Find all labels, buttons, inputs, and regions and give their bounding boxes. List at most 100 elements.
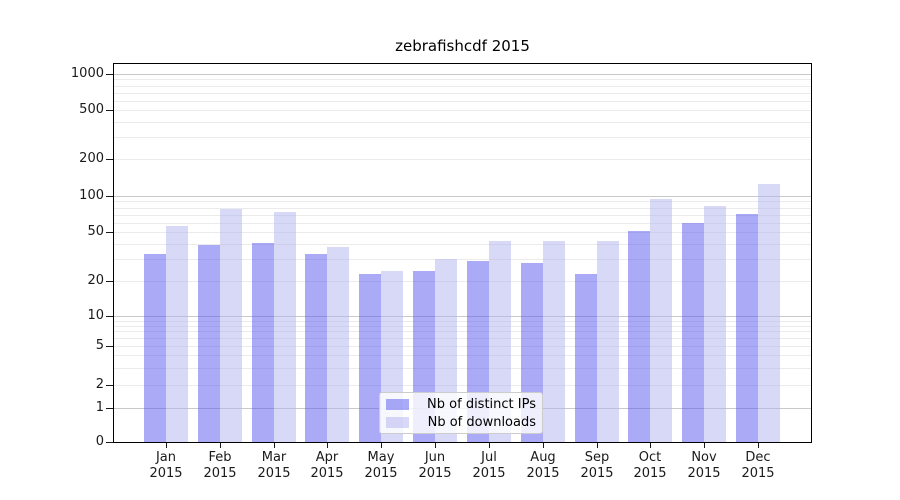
minor-gridline — [114, 281, 811, 282]
minor-gridline — [114, 93, 811, 94]
y-tick-mark — [106, 442, 113, 443]
legend-swatch-downloads-icon — [386, 416, 409, 428]
minor-gridline — [114, 86, 811, 87]
bar-downloads-aug — [543, 241, 565, 442]
x-tick-label: Feb 2015 — [203, 450, 237, 481]
y-tick-mark — [106, 346, 113, 347]
x-tick-label: Nov 2015 — [687, 450, 721, 481]
y-tick-mark — [106, 196, 113, 197]
x-tick-mark — [381, 443, 382, 448]
bar-distinct-ips-apr — [305, 254, 327, 442]
bar-downloads-feb — [220, 209, 242, 442]
minor-gridline — [114, 338, 811, 339]
x-tick-mark — [489, 443, 490, 448]
bar-downloads-jan — [166, 226, 188, 442]
x-tick-label: Sep 2015 — [580, 450, 614, 481]
minor-gridline — [114, 110, 811, 111]
y-tick-mark — [106, 385, 113, 386]
y-tick-label: 5 — [95, 338, 104, 353]
minor-gridline — [114, 368, 811, 369]
bar-distinct-ips-nov — [682, 223, 704, 442]
minor-gridline — [114, 321, 811, 322]
minor-gridline — [114, 208, 811, 209]
y-tick-label: 20 — [87, 273, 104, 288]
minor-gridline — [114, 122, 811, 123]
x-tick-mark — [543, 443, 544, 448]
legend-entry-downloads: Nb of downloads — [386, 413, 536, 431]
legend-label-distinct-ips: Nb of distinct IPs — [427, 396, 536, 412]
y-tick-label: 2 — [95, 377, 104, 392]
minor-gridline — [114, 259, 811, 260]
legend-entry-distinct-ips: Nb of distinct IPs — [386, 395, 536, 413]
bar-downloads-nov — [704, 206, 726, 442]
major-gridline — [114, 196, 811, 197]
x-tick-mark — [274, 443, 275, 448]
legend-label-downloads: Nb of downloads — [427, 414, 536, 430]
minor-gridline — [114, 355, 811, 356]
y-tick-label: 200 — [79, 151, 104, 166]
legend-swatch-distinct-ips-icon — [386, 398, 409, 410]
legend: Nb of distinct IPs Nb of downloads — [379, 392, 543, 434]
x-tick-mark — [650, 443, 651, 448]
y-tick-label: 1 — [95, 400, 104, 415]
y-tick-mark — [106, 74, 113, 75]
x-tick-label: Apr 2015 — [310, 450, 344, 481]
y-tick-mark — [106, 232, 113, 233]
minor-gridline — [114, 223, 811, 224]
y-tick-mark — [106, 159, 113, 160]
bar-downloads-apr — [327, 247, 349, 442]
minor-gridline — [114, 201, 811, 202]
bar-downloads-jul — [489, 241, 511, 442]
x-tick-mark — [220, 443, 221, 448]
minor-gridline — [114, 137, 811, 138]
y-tick-label: 1000 — [70, 66, 104, 81]
chart-title: zebrafishcdf 2015 — [395, 37, 530, 55]
bar-downloads-sep — [597, 241, 619, 442]
x-tick-mark — [435, 443, 436, 448]
minor-gridline — [114, 215, 811, 216]
x-tick-label: Mar 2015 — [257, 450, 291, 481]
bar-downloads-oct — [650, 199, 672, 442]
bar-distinct-ips-jan — [144, 254, 166, 442]
bar-downloads-dec — [758, 184, 780, 442]
y-tick-label: 10 — [87, 308, 104, 323]
bar-distinct-ips-oct — [628, 231, 650, 442]
x-tick-label: May 2015 — [364, 450, 398, 481]
bar-distinct-ips-sep — [575, 274, 597, 442]
minor-gridline — [114, 346, 811, 347]
minor-gridline — [114, 331, 811, 332]
x-tick-label: Aug 2015 — [526, 450, 560, 481]
y-tick-mark — [106, 110, 113, 111]
x-tick-label: Oct 2015 — [633, 450, 667, 481]
x-tick-mark — [597, 443, 598, 448]
minor-gridline — [114, 326, 811, 327]
minor-gridline — [114, 101, 811, 102]
y-tick-mark — [106, 281, 113, 282]
minor-gridline — [114, 244, 811, 245]
x-tick-label: Jul 2015 — [472, 450, 506, 481]
y-tick-mark — [106, 316, 113, 317]
minor-gridline — [114, 385, 811, 386]
x-tick-mark — [758, 443, 759, 448]
minor-gridline — [114, 159, 811, 160]
bar-distinct-ips-feb — [198, 245, 220, 442]
minor-gridline — [114, 232, 811, 233]
major-gridline — [114, 74, 811, 75]
x-tick-label: Jun 2015 — [418, 450, 452, 481]
x-tick-mark — [704, 443, 705, 448]
x-tick-label: Jan 2015 — [149, 450, 183, 481]
bar-downloads-mar — [274, 212, 296, 442]
y-tick-label: 0 — [95, 434, 104, 449]
minor-gridline — [114, 79, 811, 80]
bar-distinct-ips-may — [359, 274, 381, 442]
y-tick-label: 50 — [87, 224, 104, 239]
y-tick-label: 100 — [79, 188, 104, 203]
x-tick-mark — [166, 443, 167, 448]
bar-distinct-ips-dec — [736, 214, 758, 442]
x-tick-label: Dec 2015 — [741, 450, 775, 481]
major-gridline — [114, 316, 811, 317]
y-tick-mark — [106, 408, 113, 409]
bar-distinct-ips-mar — [252, 243, 274, 442]
y-tick-label: 500 — [79, 102, 104, 117]
